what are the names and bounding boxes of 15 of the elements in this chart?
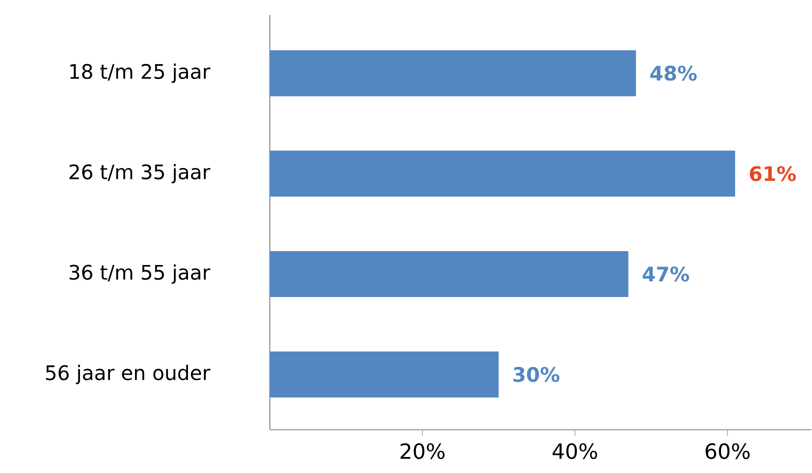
y-tick-label: 36 t/m 55 jaar <box>70 264 210 284</box>
data-label: 47% <box>642 266 690 282</box>
x-tick-label: 40% <box>552 443 598 460</box>
bar <box>270 50 636 96</box>
x-tick-label: 20% <box>400 443 445 460</box>
data-label: 61% <box>750 166 796 182</box>
y-tick-label: 26 t/m 35 jaar <box>70 164 210 184</box>
y-tick-label: 56 jaar en ouder <box>46 364 210 384</box>
bar <box>270 352 499 398</box>
x-tick-label: 60% <box>706 443 750 460</box>
y-tick-label: 18 t/m 25 jaar <box>70 64 210 84</box>
bar <box>270 251 628 298</box>
data-label: 48% <box>650 66 697 81</box>
data-label: 30% <box>514 367 560 382</box>
bar <box>270 150 736 197</box>
